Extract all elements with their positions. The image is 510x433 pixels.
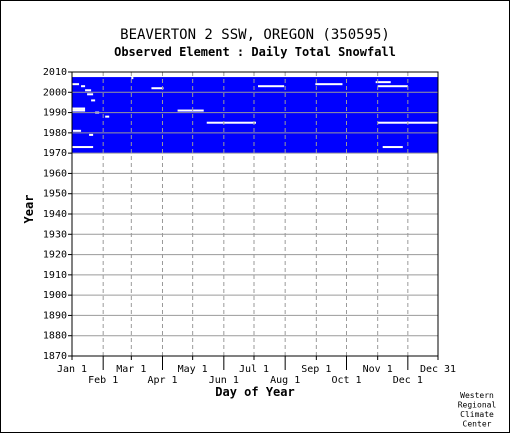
y-tick-label: 1930 (43, 229, 67, 240)
y-tick-label: 1980 (43, 128, 67, 139)
x-tick-label: Apr 1 (147, 375, 177, 386)
x-tick-label: Dec 31 (420, 364, 456, 375)
y-tick-labels: 1870 1880 1890 1900 1910 1920 1930 1940 1950 1960… (43, 67, 72, 362)
missing-data-segment (85, 89, 92, 92)
x-tick-label: Dec 1 (393, 375, 423, 386)
y-tick-label: 1960 (43, 168, 67, 179)
missing-data-segment (151, 87, 164, 90)
x-tick-label: Nov 1 (363, 364, 393, 375)
missing-data-segment (72, 107, 86, 110)
missing-data-segment (382, 146, 403, 149)
missing-data-segment (377, 85, 408, 88)
missing-data-segment (375, 81, 391, 84)
x-tick-label: Jun 1 (209, 375, 239, 386)
x-tick-label: Sep 1 (301, 364, 331, 375)
data-layer (72, 77, 438, 154)
x-tick-label: Oct 1 (331, 375, 361, 386)
y-tick-label: 1880 (43, 331, 67, 342)
missing-data-segment (87, 93, 94, 96)
y-tick-label: 1970 (43, 148, 67, 159)
y-tick-label: 1910 (43, 270, 67, 281)
missing-data-segment (89, 133, 94, 136)
y-tick-label: 1990 (43, 108, 67, 119)
x-tick-labels: Jan 1 Mar 1 May 1 Jul 1 Sep 1 Nov 1 Dec 31 Feb … (57, 356, 456, 386)
credit-line: Regional (458, 401, 497, 410)
y-tick-label: 1920 (43, 250, 67, 261)
x-tick-label: Mar 1 (116, 364, 146, 375)
missing-data-segment (72, 146, 94, 149)
chart-subtitle: Observed Element : Daily Total Snowfall (114, 45, 396, 59)
chart-title: BEAVERTON 2 SSW, OREGON (350595) (120, 27, 390, 43)
credit-line: Western (460, 391, 494, 400)
x-tick-label: Jan 1 (57, 364, 87, 375)
missing-data-segment (81, 85, 86, 88)
y-tick-label: 1870 (43, 351, 67, 362)
y-tick-label: 1950 (43, 189, 67, 200)
x-axis-label: Day of Year (215, 385, 294, 399)
x-tick-label: May 1 (178, 364, 208, 375)
missing-data-segment (206, 121, 257, 124)
missing-data-segment (315, 83, 343, 86)
credit-line: Climate (460, 410, 494, 419)
y-tick-label: 1900 (43, 290, 67, 301)
missing-data-segment (73, 129, 82, 132)
missing-data-segment (177, 109, 204, 112)
credit-line: Center (463, 420, 492, 429)
x-tick-label: Feb 1 (88, 375, 118, 386)
missing-data-segment (72, 83, 80, 86)
missing-data-segment (91, 99, 96, 102)
y-axis-label: Year (22, 195, 36, 224)
missing-data-segment (105, 115, 110, 118)
y-tick-label: 2010 (43, 67, 67, 78)
missing-data-segment (258, 85, 285, 88)
y-tick-label: 1890 (43, 310, 67, 321)
x-tick-label: Jul 1 (239, 364, 269, 375)
y-tick-label: 2000 (43, 87, 67, 98)
missing-data-segment (131, 77, 134, 80)
y-tick-label: 1940 (43, 209, 67, 220)
data-coverage-block (72, 77, 438, 154)
missing-data-segment (72, 109, 86, 112)
x-tick-label: Aug 1 (270, 375, 300, 386)
